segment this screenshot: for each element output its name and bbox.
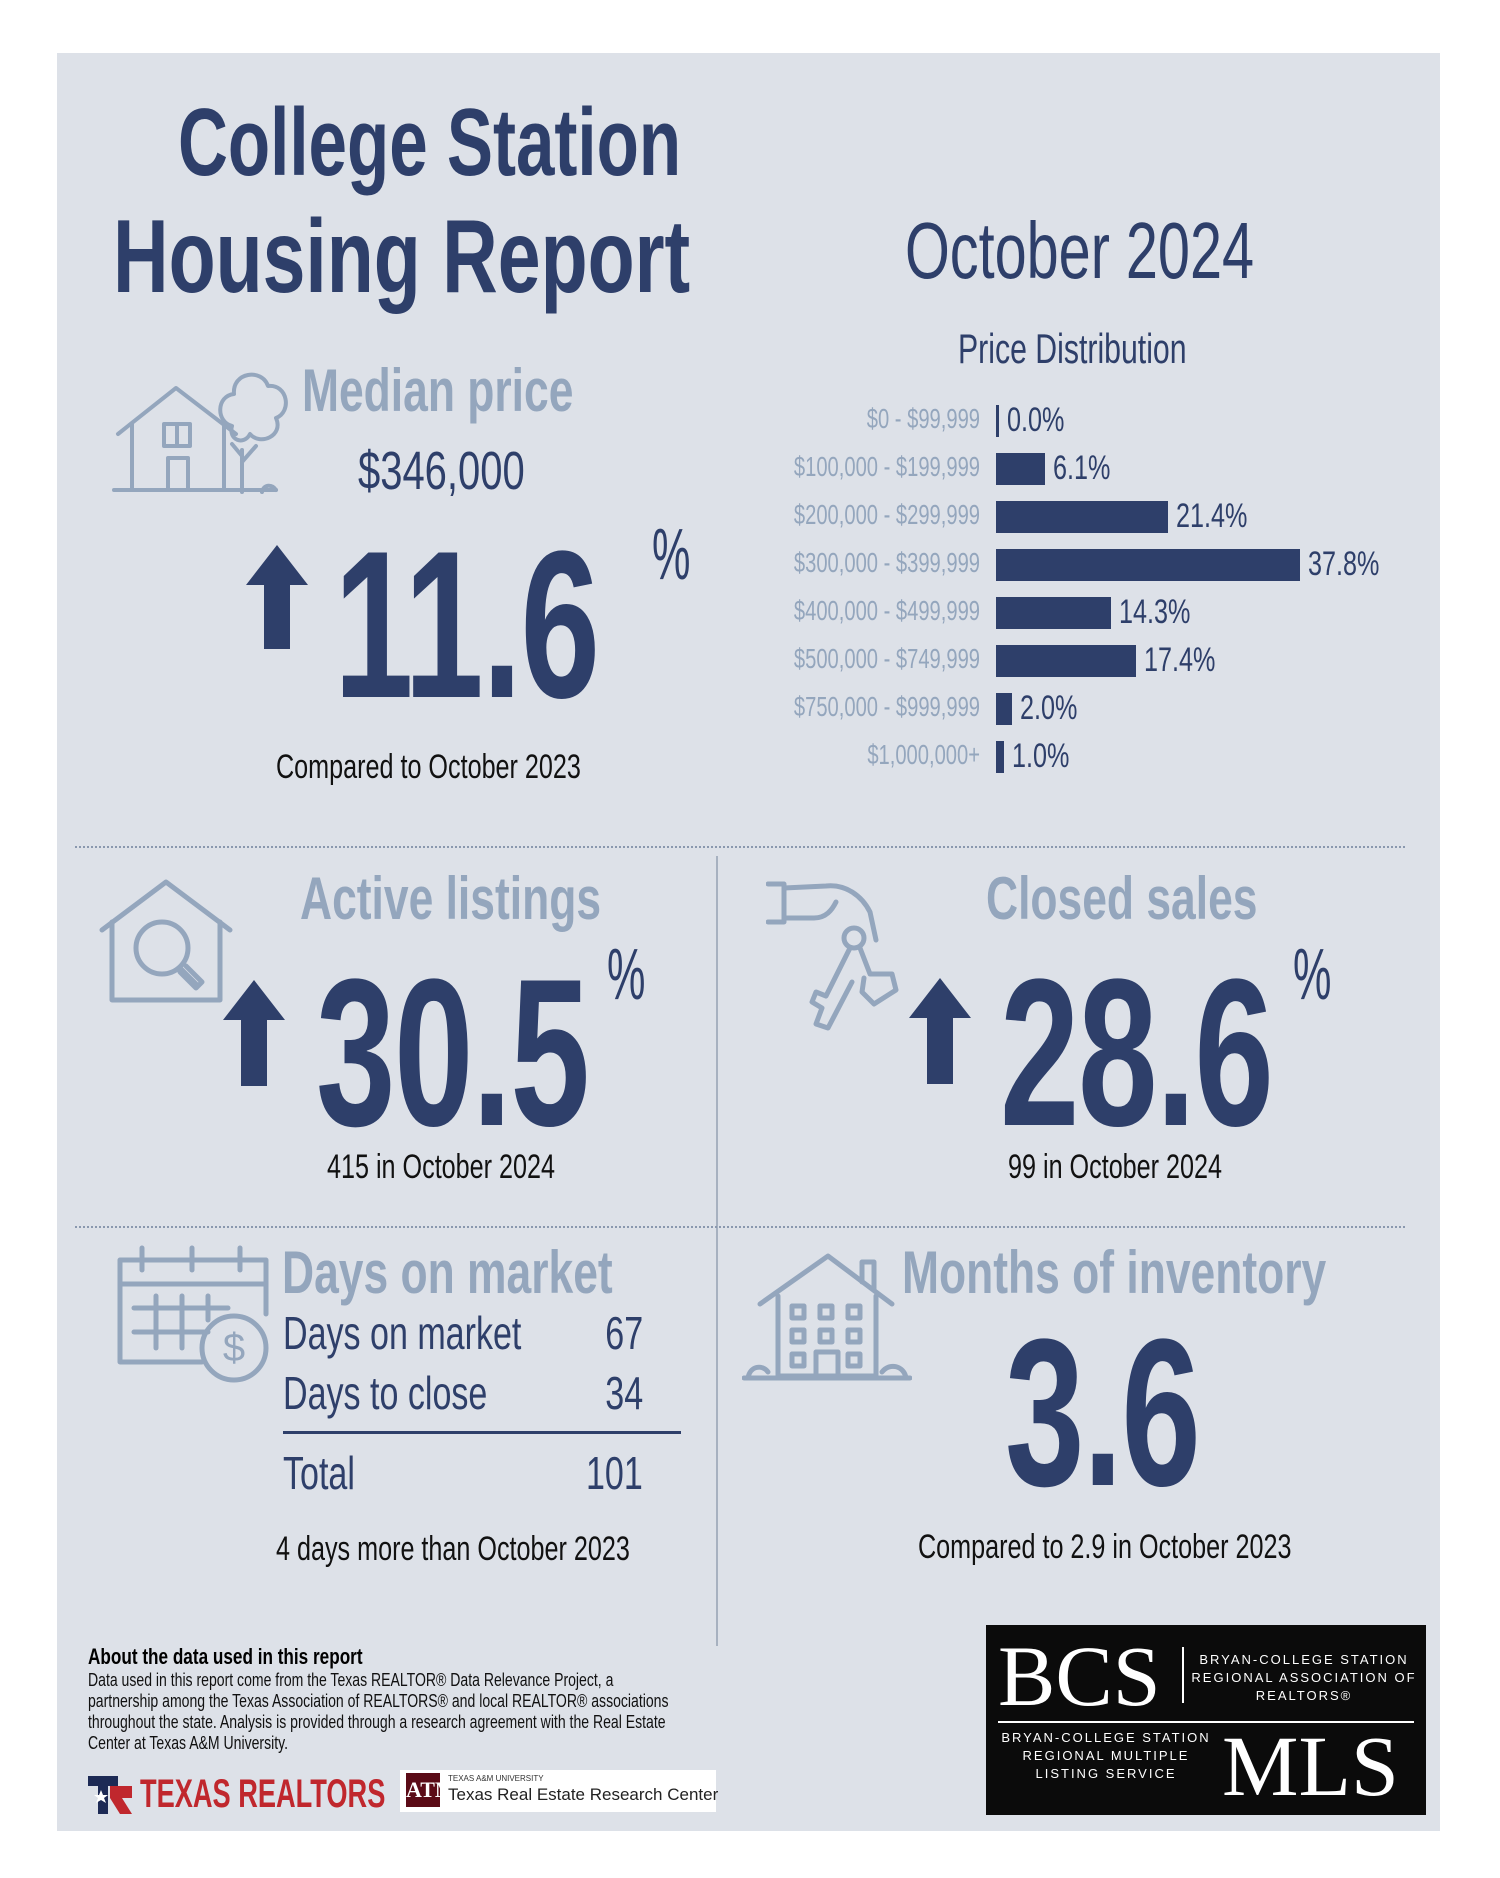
divider-top: [75, 846, 1405, 848]
distribution-category-label: $300,000 - $399,999: [793, 547, 980, 578]
divider-vertical: [716, 856, 718, 1646]
texas-realtors-mark-icon: [88, 1776, 132, 1814]
active-listings-label: Active listings: [300, 865, 602, 932]
bcs-letters: BCS: [998, 1628, 1161, 1724]
distribution-value-label: 37.8%: [1308, 545, 1380, 583]
distribution-value-label: 17.4%: [1143, 641, 1216, 679]
distribution-bar: [996, 645, 1136, 677]
tamu-research-center-logo: ATM TEXAS A&M UNIVERSITY Texas Real Esta…: [400, 1770, 719, 1812]
distribution-bar: [996, 549, 1300, 581]
distribution-bar: [996, 693, 1013, 725]
dom-row-label: Days on market: [283, 1307, 522, 1359]
median-price-change: 11.6: [334, 507, 600, 742]
up-arrow-icon: [246, 545, 308, 649]
distribution-value-label: 1.0%: [1012, 737, 1070, 775]
price-distribution-title: Price Distribution: [958, 325, 1187, 372]
median-price-comparison: Compared to October 2023: [276, 748, 581, 786]
distribution-row: $300,000 - $399,999 37.8%: [660, 545, 1380, 585]
dom-total-label: Total: [283, 1447, 355, 1499]
up-arrow-icon: [909, 978, 971, 1084]
report-panel: [57, 53, 1440, 1831]
median-price-value: $346,000: [358, 441, 525, 501]
distribution-category-label: $0 - $99,999: [866, 403, 980, 434]
distribution-category-label: $200,000 - $299,999: [793, 499, 980, 530]
texas-realtors-text: TEXAS REALTORS: [140, 1772, 386, 1816]
distribution-category-label: $500,000 - $749,999: [793, 643, 980, 674]
distribution-value-label: 21.4%: [1176, 497, 1248, 535]
distribution-category-label: $1,000,000+: [867, 739, 980, 770]
median-price-change-unit: %: [652, 515, 691, 595]
distribution-value-label: 14.3%: [1119, 593, 1191, 631]
distribution-category-label: $750,000 - $999,999: [793, 691, 980, 722]
distribution-row: $200,000 - $299,999 21.4%: [660, 497, 1380, 537]
distribution-value-label: 2.0%: [1020, 689, 1078, 727]
tamu-small-text: TEXAS A&M UNIVERSITY: [448, 1774, 544, 1783]
distribution-row: $1,000,000+ 1.0%: [660, 737, 1380, 777]
distribution-row: $750,000 - $999,999 2.0%: [660, 689, 1380, 729]
mls-description-text: BRYAN-COLLEGE STATION REGIONAL MULTIPLE …: [1001, 1730, 1211, 1781]
distribution-value-label: 0.0%: [1007, 401, 1065, 439]
distribution-row: $400,000 - $499,999 14.3%: [660, 593, 1380, 633]
active-listings-change-unit: %: [607, 935, 646, 1015]
days-on-market-comparison: 4 days more than October 2023: [276, 1530, 630, 1568]
distribution-bar: [996, 597, 1111, 629]
active-listings-detail: 415 in October 2024: [327, 1148, 556, 1186]
months-of-inventory-label: Months of inventory: [902, 1239, 1327, 1306]
divider-middle: [75, 1226, 1405, 1228]
distribution-row: $0 - $99,999 0.0%: [660, 401, 1380, 441]
title-line2: Housing Report: [113, 199, 691, 315]
dom-total-rule: [283, 1431, 681, 1434]
bcs-mls-logo: BCS BRYAN-COLLEGE STATION REGIONAL ASSOC…: [986, 1625, 1426, 1815]
texas-realtors-logo: TEXAS REALTORS: [88, 1772, 385, 1819]
hand-with-keys-icon: [766, 881, 899, 1031]
dom-row-label: Days to close: [283, 1367, 488, 1419]
house-with-tree-icon: [112, 372, 288, 494]
up-arrow-icon: [223, 980, 285, 1086]
closed-sales-detail: 99 in October 2024: [1008, 1148, 1223, 1186]
closed-sales-change-unit: %: [1293, 935, 1332, 1015]
distribution-bar: [996, 501, 1169, 533]
svg-text:$: $: [223, 1326, 245, 1370]
distribution-bar: [996, 453, 1046, 485]
closed-sales-label: Closed sales: [986, 865, 1258, 932]
bcs-divider: [1182, 1647, 1184, 1703]
distribution-category-label: $100,000 - $199,999: [793, 451, 980, 482]
dom-row-value: 67: [605, 1307, 643, 1359]
median-price-label: Median price: [302, 357, 574, 424]
days-on-market-label: Days on market: [282, 1239, 613, 1306]
about-body: Data used in this report come from the T…: [88, 1670, 669, 1753]
bcs-association-text: BRYAN-COLLEGE STATION REGIONAL ASSOCIATI…: [1191, 1652, 1417, 1703]
distribution-bar: [996, 741, 1005, 773]
mls-letters: MLS: [1222, 1718, 1399, 1814]
house-magnifier-icon: [99, 879, 233, 1003]
months-of-inventory-value: 3.6: [1005, 1295, 1201, 1530]
distribution-row: $500,000 - $749,999 17.4%: [660, 641, 1380, 681]
dom-row-value: 34: [605, 1367, 643, 1419]
distribution-row: $100,000 - $199,999 6.1%: [660, 449, 1380, 489]
report-month: October 2024: [905, 206, 1255, 295]
distribution-category-label: $400,000 - $499,999: [793, 595, 980, 626]
about-title: About the data used in this report: [88, 1644, 363, 1669]
about-section: About the data used in this report Data …: [88, 1644, 708, 1754]
tamu-mark: ATM: [406, 1773, 456, 1807]
dom-total-value: 101: [586, 1447, 643, 1499]
distribution-bar: [996, 405, 999, 437]
title-line1: College Station: [178, 89, 682, 196]
months-of-inventory-comparison: Compared to 2.9 in October 2023: [918, 1528, 1292, 1566]
active-listings-change: 30.5: [316, 935, 590, 1170]
apartment-building-icon: [742, 1253, 912, 1381]
bcs-rule: [998, 1721, 1414, 1723]
distribution-value-label: 6.1%: [1053, 449, 1111, 487]
closed-sales-change: 28.6: [1000, 935, 1274, 1170]
tamu-main-text: Texas Real Estate Research Center: [448, 1785, 719, 1804]
calendar-dollar-icon: $: [117, 1245, 269, 1383]
